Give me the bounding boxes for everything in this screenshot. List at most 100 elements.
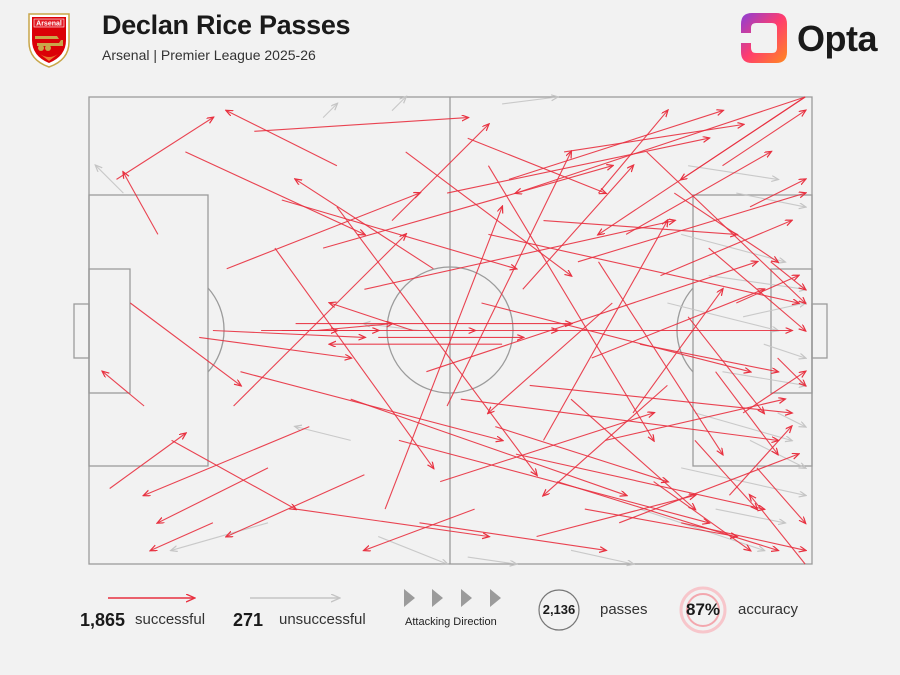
accuracy-value: 87% — [685, 600, 721, 619]
opta-brand-text: Opta — [797, 18, 878, 59]
successful-pass-arrow — [364, 221, 674, 290]
accuracy-ring-outer — [679, 586, 727, 634]
successful-pass-arrow — [516, 96, 806, 193]
successful-pass-arrow — [715, 371, 778, 454]
unsuccessful-pass-arrow — [172, 522, 269, 551]
successful-pass-arrow — [522, 166, 633, 290]
unsuccessful-pass-arrow — [502, 97, 557, 105]
successful-pass-arrow — [391, 125, 488, 221]
passes-label: passes — [600, 601, 648, 618]
successful-pass-arrow — [227, 474, 365, 537]
unsuccessful-pass-arrow — [467, 556, 516, 564]
crest-text: Arsenal — [36, 21, 62, 28]
successful-pass-arrow — [116, 118, 213, 180]
unsuccessful-pass-arrow — [322, 104, 337, 118]
unsuccessful-pass-arrow — [377, 535, 447, 565]
successful-pass-arrow — [254, 118, 467, 132]
successful-pass-arrow — [508, 111, 723, 180]
successful-pass-arrow — [681, 522, 805, 551]
successful-pass-arrow — [109, 434, 186, 489]
penalty-area-left — [88, 194, 209, 467]
attacking-direction-icon — [404, 589, 501, 607]
unsuccessful-pass-arrow — [715, 508, 785, 523]
successful-pass-arrow — [777, 357, 806, 385]
successful-pass-arrow — [694, 440, 757, 509]
successful-pass-arrow — [577, 193, 805, 263]
successful-label: successful — [135, 611, 206, 628]
successful-pass-arrow — [536, 495, 695, 538]
unsuccessful-pass-arrow — [777, 412, 806, 427]
successful-pass-arrow — [446, 152, 571, 407]
unsuccessful-pass-arrow — [667, 302, 777, 331]
successful-pass-arrow — [544, 384, 668, 495]
successful-pass-arrow — [426, 262, 757, 373]
successful-pass-arrow — [158, 467, 269, 523]
goal-right — [811, 303, 828, 359]
successful-pass-arrow — [599, 96, 806, 234]
successful-pass-arrow — [227, 111, 338, 167]
successful-pass-arrow — [598, 261, 723, 454]
unsuccessful-pass-arrow — [742, 303, 805, 318]
successful-pass-arrow — [653, 481, 750, 551]
successful-pass-arrow — [605, 399, 784, 441]
successful-pass-arrow — [557, 481, 777, 551]
chart-subtitle: Arsenal | Premier League 2025-26 — [102, 47, 316, 63]
successful-pass-arrow — [728, 427, 791, 496]
successful-pass-arrow — [598, 111, 668, 194]
attacking-direction-label: Attacking Direction — [405, 616, 497, 628]
successful-pass-arrow — [212, 329, 365, 338]
successful-pass-arrow — [487, 165, 653, 441]
goal-left — [73, 303, 90, 359]
unsuccessful-count: 271 — [233, 610, 264, 630]
successful-pass-arrow — [570, 398, 695, 509]
successful-pass-arrow — [103, 372, 145, 407]
successful-pass-arrow — [151, 522, 214, 551]
successful-pass-arrow — [226, 193, 420, 270]
successful-pass-arrow — [364, 508, 475, 550]
successful-pass-arrow — [488, 233, 798, 303]
successful-pass-arrow — [316, 324, 392, 332]
chart-title: Declan Rice Passes — [102, 10, 351, 40]
successful-pass-arrow — [419, 522, 606, 551]
penalty-arc-left — [207, 287, 225, 373]
unsuccessful-pass-arrow — [364, 324, 420, 332]
successful-pass-arrow — [295, 508, 489, 536]
successful-pass-arrow — [481, 302, 751, 372]
successful-pass-arrow — [736, 276, 798, 304]
successful-pass-arrow — [515, 453, 764, 509]
successful-pass-arrow — [446, 138, 709, 194]
successful-pass-arrow — [750, 495, 806, 565]
successful-pass-arrow — [564, 125, 743, 153]
unsuccessful-label: unsuccessful — [279, 611, 366, 628]
successful-pass-arrow — [543, 220, 737, 235]
successful-pass-arrow — [144, 426, 310, 496]
successful-pass-arrow — [350, 398, 626, 495]
successful-pass-arrow — [591, 289, 764, 359]
successful-pass-arrow — [296, 179, 434, 270]
successful-pass-arrow — [322, 166, 612, 249]
successful-pass-arrow — [708, 247, 805, 330]
successful-pass-arrow — [625, 152, 771, 235]
opta-logo-icon — [738, 13, 787, 63]
successful-passes — [103, 96, 806, 565]
successful-pass-arrow — [384, 207, 502, 510]
successful-pass-arrow — [756, 467, 805, 523]
successful-pass-arrow — [233, 234, 406, 407]
successful-pass-arrow — [330, 303, 413, 332]
successful-pass-arrow — [749, 179, 805, 208]
unsuccessful-pass-arrow — [681, 233, 784, 261]
successful-pass-arrow — [673, 192, 777, 262]
successful-pass-arrow — [770, 261, 805, 290]
unsuccessful-pass-arrow — [639, 508, 764, 550]
unsuccessful-pass-arrow — [688, 165, 778, 180]
unsuccessful-pass-arrow — [722, 371, 806, 386]
successful-pass-arrow — [639, 343, 778, 372]
successful-pass-arrow — [405, 151, 571, 276]
successful-pass-arrow — [543, 221, 668, 441]
successful-pass-arrow — [123, 173, 159, 235]
successful-pass-arrow — [495, 426, 667, 482]
unsuccessful-pass-arrow — [391, 97, 406, 112]
passes-ring — [538, 589, 580, 631]
unsuccessful-pass-arrow — [570, 549, 633, 564]
